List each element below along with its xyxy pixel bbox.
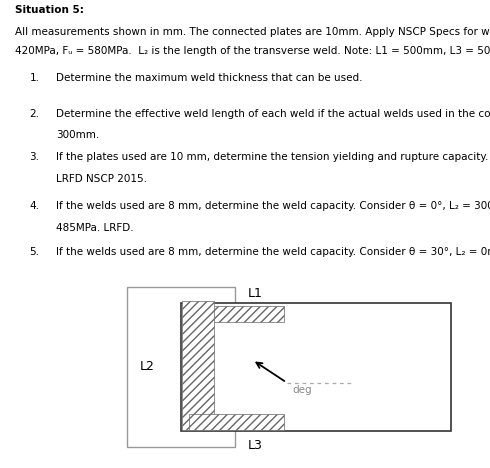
Text: 3.: 3.: [29, 152, 39, 162]
Bar: [189, 307, 284, 322]
Bar: [189, 415, 284, 430]
Text: All measurements shown in mm. The connected plates are 10mm. Apply NSCP Specs fo: All measurements shown in mm. The connec…: [15, 27, 490, 37]
Text: L1: L1: [247, 287, 262, 300]
Text: 420MPa, Fᵤ = 580MPa.  L₂ is the length of the transverse weld. Note: L1 = 500mm,: 420MPa, Fᵤ = 580MPa. L₂ is the length of…: [15, 46, 490, 56]
Text: Determine the effective weld length of each weld if the actual welds used in the: Determine the effective weld length of e…: [56, 109, 490, 118]
Text: 4.: 4.: [29, 201, 39, 211]
Text: Situation 5:: Situation 5:: [15, 6, 84, 15]
Text: If the welds used are 8 mm, determine the weld capacity. Consider θ = 0°, L₂ = 3: If the welds used are 8 mm, determine th…: [56, 201, 490, 211]
Text: If the welds used are 8 mm, determine the weld capacity. Consider θ = 30°, L₂ = : If the welds used are 8 mm, determine th…: [56, 247, 490, 257]
Text: 300mm.: 300mm.: [56, 130, 99, 140]
Text: deg: deg: [293, 385, 312, 395]
Text: L3: L3: [247, 439, 262, 452]
Text: 485MPa. LRFD.: 485MPa. LRFD.: [56, 223, 134, 233]
Text: 5.: 5.: [29, 247, 39, 257]
Text: Determine the maximum weld thickness that can be used.: Determine the maximum weld thickness tha…: [56, 73, 363, 83]
Bar: [127, 287, 235, 447]
Text: 1.: 1.: [29, 73, 39, 83]
Text: L2: L2: [140, 359, 154, 373]
Bar: [181, 303, 451, 431]
Text: If the plates used are 10 mm, determine the tension yielding and rupture capacit: If the plates used are 10 mm, determine …: [56, 152, 490, 162]
Text: 2.: 2.: [29, 109, 39, 118]
Text: LRFD NSCP 2015.: LRFD NSCP 2015.: [56, 174, 147, 184]
Bar: [182, 301, 214, 430]
